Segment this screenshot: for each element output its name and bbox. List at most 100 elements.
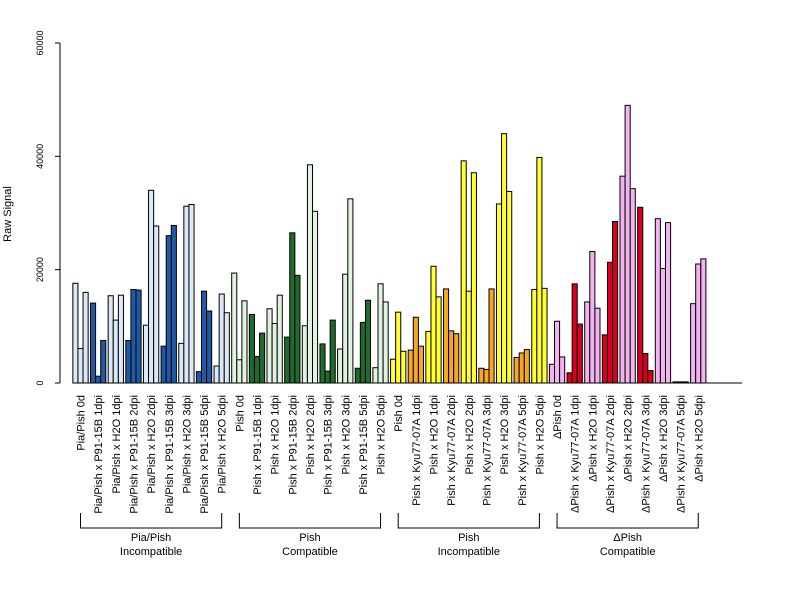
bar (195, 371, 202, 384)
bar (201, 290, 208, 384)
bar (690, 303, 697, 384)
bar (142, 324, 150, 384)
bar (213, 365, 220, 384)
bar (312, 210, 319, 384)
category-label: Pia/Pish 0d (76, 395, 88, 451)
bar (289, 232, 296, 384)
category-label: Pish x P91-15B 3dpi (323, 395, 335, 495)
category-label: Pish x Kyu77-07A 1dpi (411, 395, 423, 506)
bar (624, 104, 631, 384)
group-label-line1: Pia/Pish (131, 532, 171, 544)
category-label: Pish 0d (393, 395, 405, 432)
bar (206, 310, 213, 384)
category-labels: Pia/Pish 0d Pia/Pish x P91-15B 1dpi Pia/Pi… (76, 395, 706, 514)
bar (495, 203, 503, 384)
group-label-line2: Incompatible (120, 546, 182, 558)
bar (478, 367, 485, 384)
bar (513, 357, 520, 384)
bar (324, 370, 331, 384)
category-label: Pia/Pish x H2O 3dpi (181, 395, 193, 493)
bar (612, 221, 619, 384)
bar (266, 308, 273, 384)
category-label: Pish x Kyu77-07A 3dpi (481, 395, 493, 506)
bar (306, 164, 313, 384)
bar (183, 205, 190, 384)
category-label: Pia/Pish x P91-15B 5dpi (199, 395, 211, 514)
bar (571, 283, 578, 384)
category-label: Pia/Pish x H2O 2dpi (146, 395, 158, 493)
category-label: Pia/Pish x P91-15B 2dpi (128, 395, 140, 514)
y-tick-label: 0 (35, 380, 45, 385)
bar (148, 189, 155, 384)
group-bracket (556, 513, 699, 529)
bar (554, 320, 561, 384)
bar (659, 268, 667, 384)
bar (276, 294, 283, 384)
bar (271, 323, 278, 384)
bar (435, 296, 442, 384)
bar (347, 198, 354, 384)
category-label: Pish x H2O 1dpi (429, 395, 441, 474)
bar (448, 330, 455, 384)
bar (337, 348, 344, 384)
bar (700, 258, 707, 384)
bar (135, 289, 142, 384)
bar (430, 265, 437, 384)
group-label-line1: ΔPish (613, 532, 642, 544)
bar (460, 160, 467, 384)
bar (506, 190, 513, 384)
bar (248, 313, 255, 384)
category-label: Pia/Pish x P91-15B 3dpi (164, 395, 176, 514)
y-tick-label: 40000 (35, 144, 45, 169)
bar (112, 319, 119, 384)
category-label: ΔPish x Kyu77-07A 2dpi (605, 395, 617, 513)
y-tick-label: 60000 (35, 30, 45, 55)
bar (647, 370, 654, 384)
group-labels: Pia/Pish Incompatible Pish Compatible Pish In… (80, 513, 699, 558)
bar (665, 222, 672, 384)
bar (523, 349, 530, 384)
bar (412, 316, 419, 384)
bar (72, 282, 79, 384)
bar (130, 289, 137, 384)
category-label: ΔPish x H2O 1dpi (587, 395, 599, 482)
category-label: Pish x H2O 3dpi (499, 395, 511, 474)
bar (483, 368, 490, 384)
bar (390, 358, 397, 384)
bar (465, 290, 472, 384)
group-label-line1: Pish (299, 532, 320, 544)
bar (165, 235, 172, 384)
bar (223, 312, 230, 384)
bar (584, 301, 591, 384)
bar (372, 367, 379, 384)
bar (470, 172, 477, 384)
category-label: Pia/Pish x P91-15B 1dpi (93, 395, 105, 514)
bar (90, 302, 97, 384)
group-label-line1: Pish (458, 532, 479, 544)
bar (559, 356, 566, 384)
group-label-line2: Compatible (600, 546, 656, 558)
category-label: Pish x H2O 3dpi (340, 395, 352, 474)
bar (354, 367, 361, 384)
bar (82, 291, 89, 384)
bar (443, 288, 450, 384)
bar (637, 206, 644, 384)
bar (531, 289, 538, 384)
category-label: ΔPish x H2O 3dpi (658, 395, 670, 482)
category-label: ΔPish 0d (552, 395, 564, 439)
bar (518, 352, 525, 384)
bars-layer (72, 104, 707, 384)
group-label-line2: Compatible (282, 546, 338, 558)
y-tick-label: 20000 (35, 257, 45, 282)
category-label: Pish 0d (234, 395, 246, 432)
bar (231, 272, 238, 384)
bar (160, 345, 167, 384)
category-label: ΔPish x Kyu77-07A 5dpi (676, 395, 688, 513)
category-label: Pish x Kyu77-07A 2dpi (446, 395, 458, 506)
category-label: ΔPish x H2O 2dpi (623, 395, 635, 482)
bar (589, 251, 596, 384)
bar (400, 350, 407, 384)
group-label-line2: Incompatible (438, 546, 500, 558)
category-label: Pish x P91-15B 1dpi (252, 395, 264, 495)
bar (395, 311, 402, 384)
